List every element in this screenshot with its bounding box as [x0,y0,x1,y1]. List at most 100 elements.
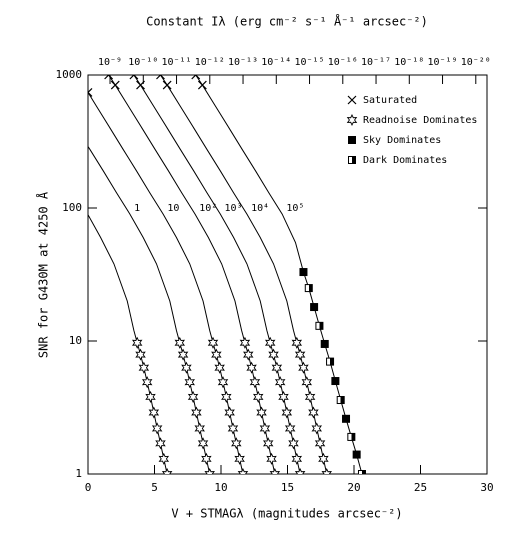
readnoise-marker [141,376,153,389]
readnoise-marker [148,406,160,419]
snr-curve [195,75,363,474]
readnoise-marker [204,467,215,474]
readnoise-marker [288,437,299,450]
readnoise-marker [318,452,329,465]
readnoise-marker [161,467,173,474]
y-axis-label: SNR for G430M at 4250 Å [36,191,51,358]
readnoise-marker [227,422,239,435]
legend-label: Readnoise Dominates [363,115,477,126]
legend-marker [348,156,356,164]
y-tick-label: 10 [69,334,82,347]
y-tick-label: 100 [62,201,82,214]
readnoise-marker [181,361,192,374]
chart-title: Constant Iλ (erg cm⁻² s⁻¹ Å⁻¹ arcsec⁻²) [146,14,428,29]
x-tick-label: 5 [151,481,158,494]
x2-tick-label: 10⁻¹⁵ [294,57,324,68]
readnoise-marker [269,467,281,474]
readnoise-marker [131,336,143,349]
x2-tick-label: 10⁻¹⁷ [361,57,391,68]
readnoise-marker [281,406,293,419]
readnoise-marker [294,348,306,361]
sky-marker [331,377,340,386]
sky-marker [342,414,351,423]
plot-area [88,75,366,474]
readnoise-marker [278,390,289,403]
legend-label: Sky Dominates [363,135,441,146]
legend-marker [346,113,358,127]
curve-label: 10² [199,203,217,214]
x2-tick-label: 10⁻¹¹ [161,57,191,68]
readnoise-marker [284,422,296,435]
snr-curve [88,146,211,474]
readnoise-marker [155,437,166,450]
readnoise-marker [239,336,251,349]
readnoise-marker [224,406,235,419]
snr-curve [108,75,276,474]
x2-tick-label: 10⁻¹⁸ [394,57,424,68]
saturated-marker [110,80,120,90]
x2-tick-label: 10⁻¹⁶ [328,57,358,68]
snr-curve [88,92,244,474]
readnoise-marker [237,467,249,474]
readnoise-marker [221,390,232,403]
readnoise-marker [274,376,286,389]
readnoise-marker [298,361,309,374]
readnoise-marker [191,406,202,419]
readnoise-marker [194,422,205,435]
x-axis-label: V + STMAGλ (magnitudes arcsec⁻²) [171,507,402,521]
x-tick-label: 0 [85,481,92,494]
sky-marker [299,268,308,277]
legend-marker [348,136,356,144]
readnoise-marker [151,422,163,435]
saturated-marker [129,75,139,80]
readnoise-marker [184,376,195,389]
readnoise-marker [268,348,279,361]
readnoise-marker [201,452,212,465]
y-tick-label: 1 [75,467,82,480]
readnoise-marker [217,376,229,389]
legend-label: Saturated [363,95,417,106]
readnoise-marker [197,437,209,450]
dark-marker [347,432,356,441]
legend-marker [347,95,357,105]
x2-tick-label: 10⁻¹⁰ [128,57,158,68]
readnoise-marker [249,376,261,389]
x-tick-label: 10 [214,481,227,494]
readnoise-marker [291,452,303,465]
x-tick-label: 25 [414,481,427,494]
x2-tick-label: 10⁻¹⁴ [261,57,291,68]
sky-marker [320,339,329,348]
readnoise-marker [259,422,271,435]
sky-marker [352,450,361,459]
readnoise-marker [207,336,219,349]
readnoise-marker [138,361,150,374]
readnoise-marker [234,452,245,465]
readnoise-marker [187,390,199,403]
x2-tick-label: 10⁻¹² [195,57,225,68]
curve-label: 10⁵ [286,203,304,214]
readnoise-marker [262,437,274,450]
readnoise-marker [158,452,170,465]
readnoise-marker [145,390,156,403]
readnoise-marker [321,467,332,474]
dark-marker [357,470,366,474]
x2-tick-label: 10⁻¹³ [228,57,258,68]
readnoise-marker [174,336,186,349]
dark-marker [315,321,324,330]
dark-marker [326,357,335,366]
readnoise-marker [266,452,277,465]
dark-marker [336,396,345,405]
readnoise-marker [135,348,146,361]
readnoise-marker [291,336,303,349]
readnoise-marker [264,336,276,349]
x-tick-label: 30 [480,481,493,494]
readnoise-marker [231,437,242,450]
readnoise-marker [177,348,189,361]
saturated-marker [156,75,165,80]
x2-tick-label: 10⁻⁹ [98,57,122,68]
readnoise-marker [211,348,222,361]
dark-marker [304,284,313,293]
x-tick-label: 15 [281,481,294,494]
readnoise-marker [314,437,326,450]
